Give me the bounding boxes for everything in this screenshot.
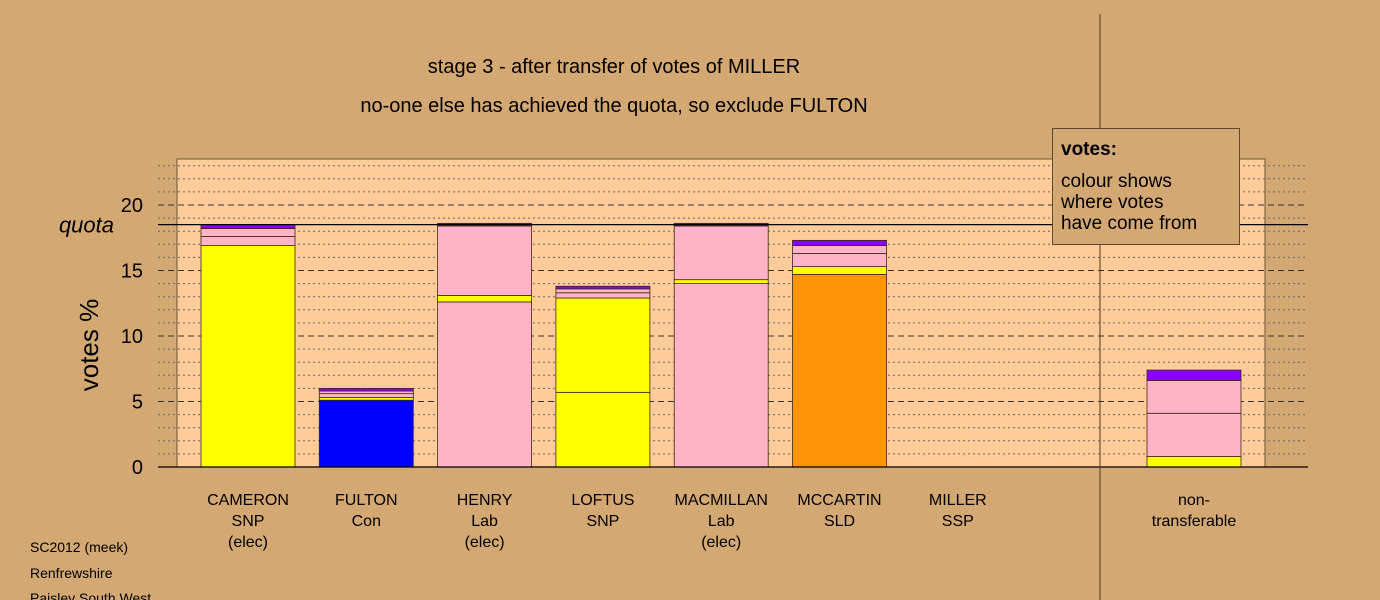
bar-segment xyxy=(792,253,887,267)
bar-segment xyxy=(437,225,533,296)
candidate-status-label: (elec) xyxy=(701,534,741,551)
nontransferable-bar-segment xyxy=(1146,369,1242,381)
legend-line: have come from xyxy=(1061,213,1198,234)
nontransferable-label: transferable xyxy=(1152,513,1237,530)
quota-label: quota xyxy=(59,213,114,238)
candidate-name-label: MACMILLAN xyxy=(675,492,768,509)
y-axis-label: votes % xyxy=(74,299,104,392)
candidate-name-label: MILLER xyxy=(929,492,987,509)
legend-line: where votes xyxy=(1061,192,1164,213)
legend-title: votes: xyxy=(1061,139,1117,160)
footer-election: SC2012 (meek) xyxy=(30,539,129,555)
bar-segment xyxy=(555,292,651,299)
chart-title: stage 3 - after transfer of votes of MIL… xyxy=(428,56,800,78)
bar-segment xyxy=(792,266,887,275)
bar-segment xyxy=(792,245,887,254)
bar-segment xyxy=(437,301,533,468)
candidate-party-label: SNP xyxy=(232,513,265,530)
candidate-party-label: Lab xyxy=(471,513,498,530)
bar-segment xyxy=(792,239,887,247)
bar-segment xyxy=(673,225,769,281)
legend: votes: colour shows where votes have com… xyxy=(1052,128,1240,245)
nontransferable-label: non- xyxy=(1178,492,1210,509)
footer-council: Renfrewshire xyxy=(30,565,113,581)
candidate-party-label: SLD xyxy=(824,513,855,530)
bar-segment xyxy=(555,285,651,290)
candidate-name-label: MCCARTIN xyxy=(797,492,881,509)
y-tick-label: 10 xyxy=(121,326,143,348)
bar-segment xyxy=(200,245,296,468)
y-tick-label: 0 xyxy=(132,457,143,479)
footer-ward: Paisley South West xyxy=(30,590,152,600)
bar-segment xyxy=(318,393,414,398)
y-tick-label: 5 xyxy=(132,392,143,414)
nontransferable-bar-segment xyxy=(1146,380,1242,414)
y-tick-label: 20 xyxy=(121,195,143,217)
candidate-party-label: SSP xyxy=(942,513,974,530)
bar-segment xyxy=(555,297,651,393)
bar-segment xyxy=(673,283,769,468)
bar-segment xyxy=(200,236,296,247)
candidate-name-label: LOFTUS xyxy=(571,492,634,509)
legend-line: colour shows xyxy=(1061,171,1172,192)
bar-segment xyxy=(318,399,414,468)
chart-subtitle: no-one else has achieved the quota, so e… xyxy=(360,95,867,117)
candidate-party-label: SNP xyxy=(586,513,619,530)
candidate-status-label: (elec) xyxy=(465,534,505,551)
candidate-name-label: HENRY xyxy=(457,492,513,509)
y-tick-label: 15 xyxy=(121,261,143,283)
candidate-party-label: Lab xyxy=(708,513,735,530)
candidate-name-label: FULTON xyxy=(335,492,398,509)
candidate-status-label: (elec) xyxy=(228,534,268,551)
nontransferable-bar-segment xyxy=(1146,412,1242,457)
candidate-party-label: Con xyxy=(352,513,381,530)
bar-segment xyxy=(555,391,651,468)
candidate-name-label: CAMERON xyxy=(207,492,289,509)
bar-segment xyxy=(792,274,887,468)
nontransferable-bar-segment xyxy=(1146,456,1242,468)
bar-segment xyxy=(555,288,651,294)
bar-segment xyxy=(200,228,296,237)
bar-segment xyxy=(318,387,414,392)
bar-segment xyxy=(437,294,533,303)
bar-segment xyxy=(673,279,769,285)
